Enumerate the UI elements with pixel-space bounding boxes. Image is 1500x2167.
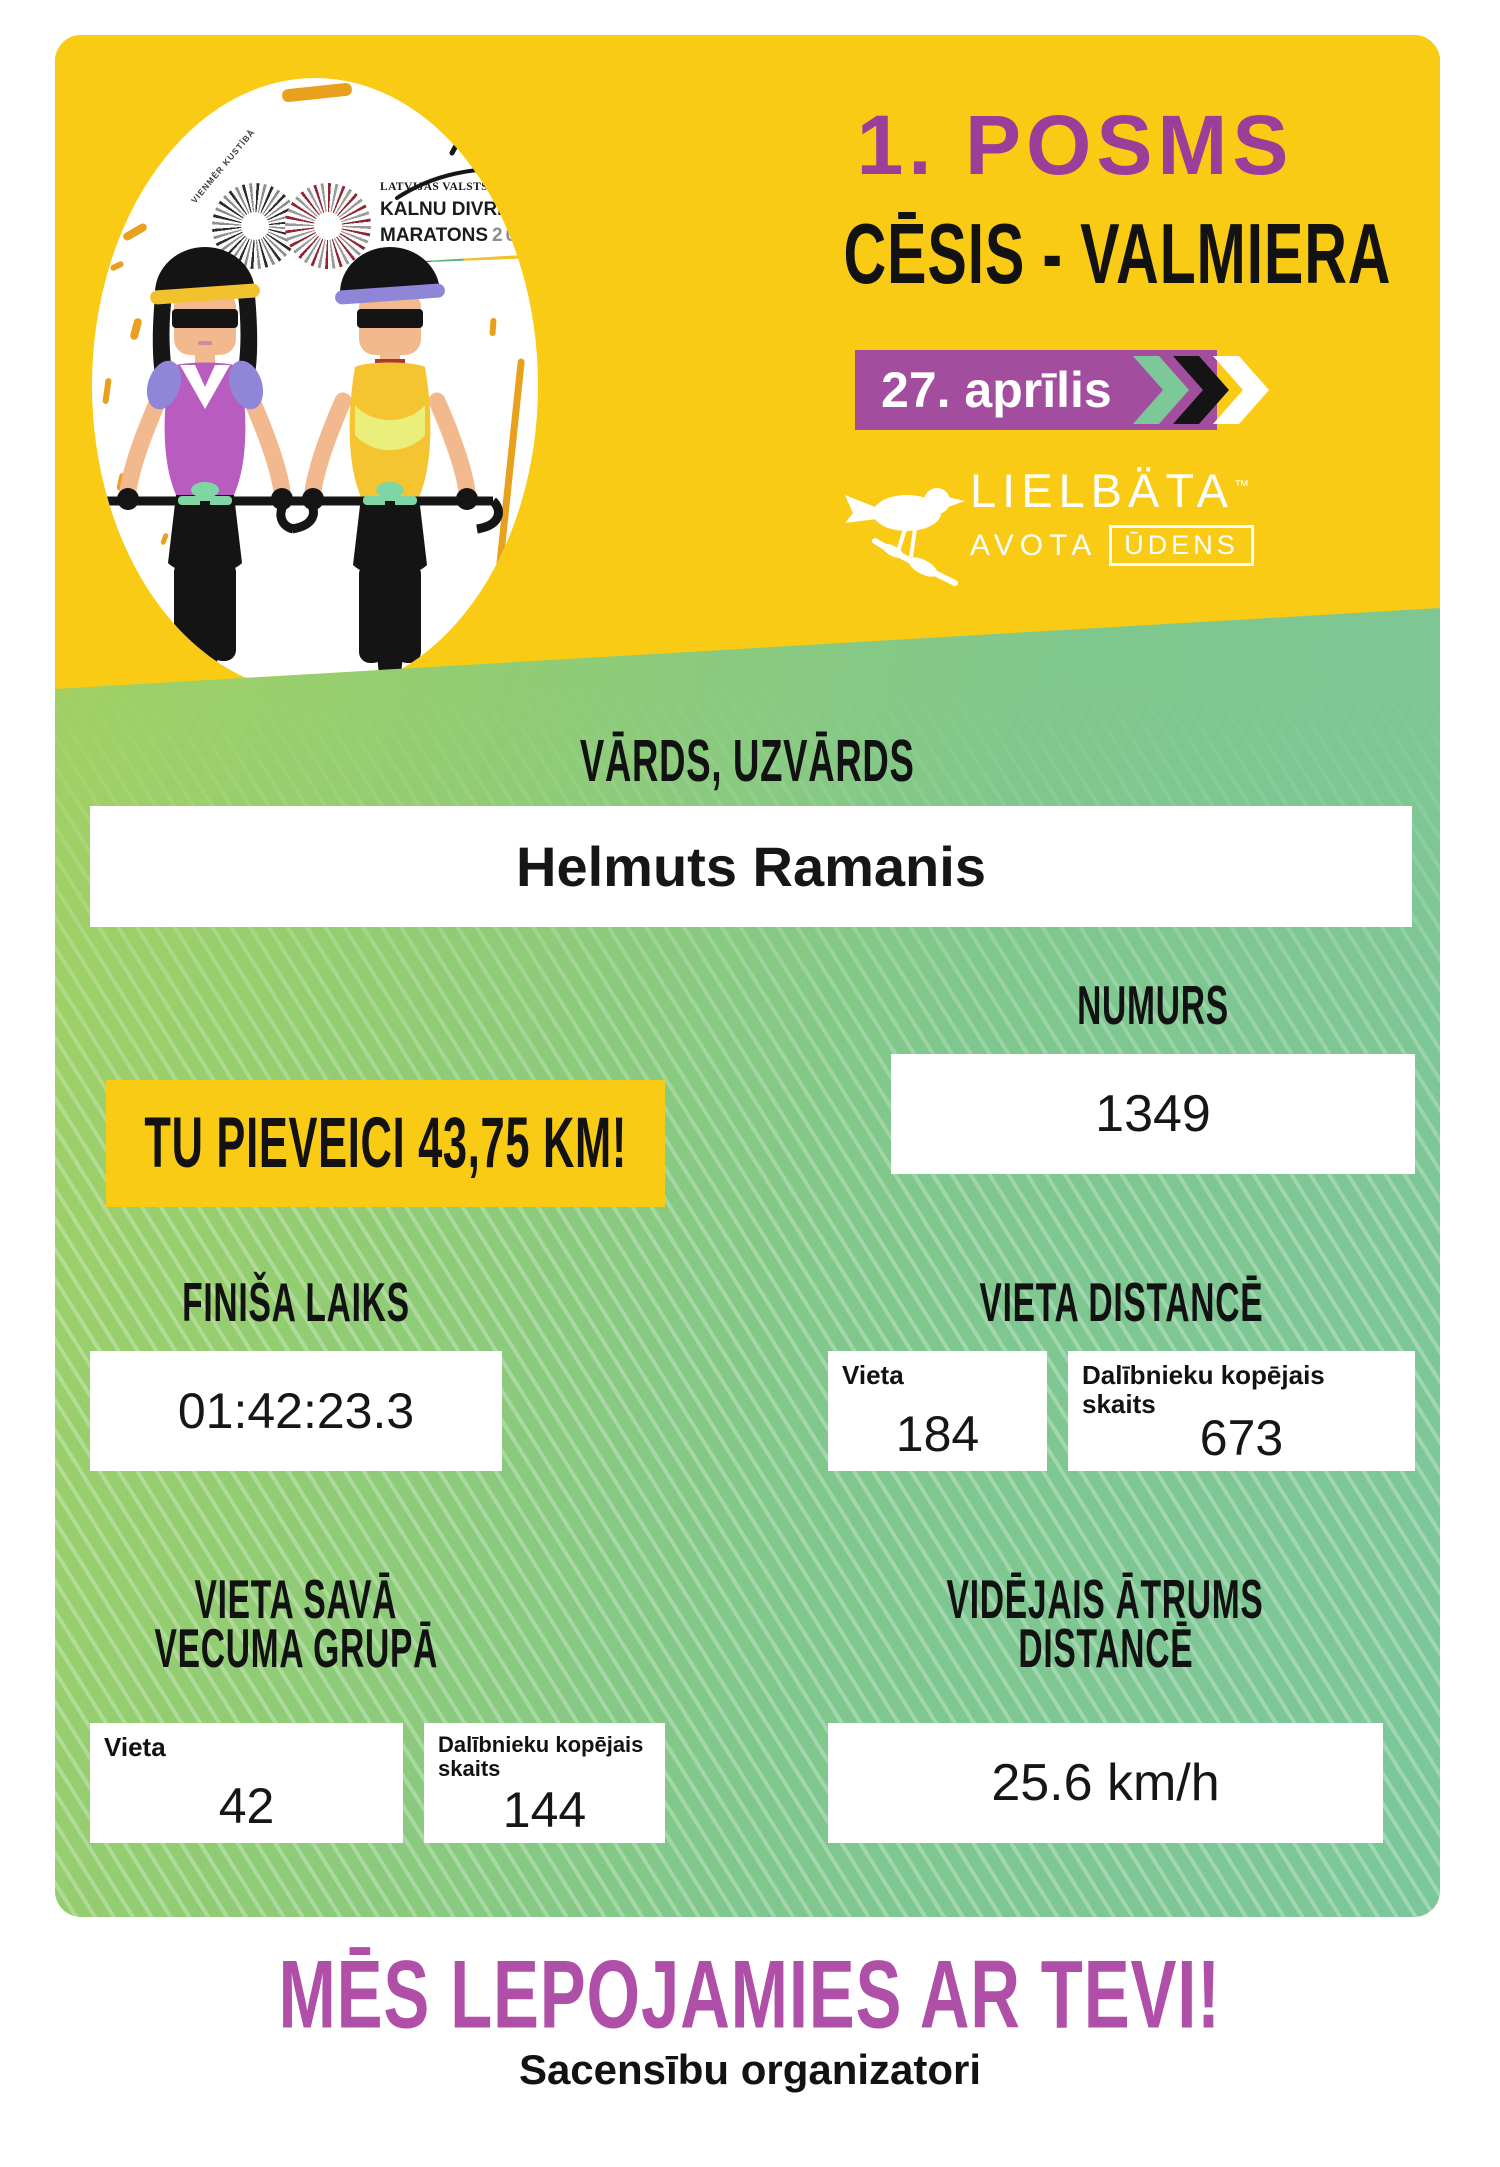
name-value: Helmuts Ramanis: [516, 835, 986, 898]
date-badge: 27. aprīlis: [855, 350, 1269, 430]
footer-headline: MĒS LEPOJAMIES AR TEVI!: [0, 1940, 1500, 2048]
name-heading-text: VĀRDS, UZVĀRDS: [580, 727, 915, 794]
finish-time-box: 01:42:23.3: [90, 1351, 502, 1471]
event-logo: VIENMĒR KUSTĪBĀ LATVIJAS VALSTS MEŽI KAL…: [92, 118, 538, 303]
place-value: 184: [895, 1406, 980, 1462]
number-heading: NUMURS: [891, 976, 1415, 1033]
total-value: 673: [1199, 1410, 1284, 1466]
yellow-header: VIENMĒR KUSTĪBĀ LATVIJAS VALSTS MEŽI KAL…: [55, 35, 1440, 689]
pine-swoosh-icon: [395, 118, 519, 200]
chevron-white-icon: [1213, 356, 1269, 424]
age-total-value: 144: [502, 1782, 587, 1838]
finish-time-heading: FINIŠA LAIKS: [90, 1273, 502, 1330]
avg-speed-heading-line2: DISTANCĒ: [1018, 1617, 1193, 1679]
sponsor-name: LIELBÄTA™: [970, 463, 1249, 518]
cyclist-male: [276, 247, 503, 689]
event-name-line1: KALNU DIVRITEŅU: [380, 199, 538, 220]
name-value-box: Helmuts Ramanis: [90, 806, 1412, 927]
sponsor-subline: AVOTA ŪDENS: [970, 525, 1254, 566]
place-label: Vieta: [842, 1360, 904, 1390]
sponsor-name-text: LIELBÄTA: [970, 464, 1234, 517]
date-arrows: [1133, 356, 1269, 424]
age-total-label: Dalībnieku kopējais skaits: [438, 1732, 644, 1782]
age-group-heading: VIETA SAVĀ VECUMA GRUPĀ: [90, 1570, 502, 1676]
white-circle: VIENMĒR KUSTĪBĀ LATVIJAS VALSTS MEŽI KAL…: [92, 78, 538, 689]
place-distance-heading: VIETA DISTANCĒ: [828, 1273, 1415, 1330]
place-box: Vieta 184: [828, 1351, 1047, 1471]
bird-icon: [845, 488, 965, 586]
chevron-black-icon: [1173, 356, 1229, 424]
route-text: CĒSIS - VALMIERA: [843, 205, 1392, 302]
avg-speed-box: 25.6 km/h: [828, 1723, 1383, 1843]
event-name-maratons: MARATONS: [380, 225, 489, 246]
age-place-value: 42: [218, 1778, 275, 1834]
footer-headline-text: MĒS LEPOJAMIES AR TEVI!: [278, 1939, 1222, 2048]
finish-time-heading-text: FINIŠA LAIKS: [182, 1271, 410, 1333]
sponsor-tm: ™: [1233, 477, 1249, 495]
pinwheel-icon-right: [285, 183, 371, 269]
org-name: LATVIJAS VALSTS MEŽI: [380, 181, 524, 193]
total-box: Dalībnieku kopējais skaits 673: [1068, 1351, 1415, 1471]
paint-splatter: [281, 82, 353, 103]
avg-speed-value: 25.6 km/h: [991, 1754, 1220, 1812]
distance-banner-text: TU PIEVEICI 43,75 KM!: [144, 1103, 627, 1184]
footer-subline: Sacensību organizatori: [518, 2046, 982, 2093]
chevron-green-icon: [1133, 356, 1189, 424]
name-heading: VĀRDS, UZVĀRDS: [55, 730, 1440, 793]
place-distance-heading-text: VIETA DISTANCĒ: [979, 1271, 1264, 1333]
date-text: 27. aprīlis: [881, 362, 1112, 418]
stage-title: 1. POSMS: [856, 98, 1294, 192]
number-value: 1349: [1095, 1085, 1211, 1143]
total-label: Dalībnieku kopējais skaits: [1082, 1360, 1325, 1419]
age-group-heading-line1: VIETA SAVĀ: [194, 1568, 398, 1630]
poster-panel: VIENMĒR KUSTĪBĀ LATVIJAS VALSTS MEŽI KAL…: [55, 35, 1440, 1917]
age-group-heading-line2: VECUMA GRUPĀ: [154, 1617, 438, 1679]
avg-speed-heading-line1: VIDĒJAIS ĀTRUMS: [947, 1568, 1264, 1630]
event-year-gray: 202: [492, 225, 533, 246]
sponsor-sub-avota: AVOTA: [970, 528, 1098, 562]
distance-banner: TU PIEVEICI 43,75 KM!: [106, 1080, 665, 1207]
cyclists-illustration: [92, 247, 503, 689]
color-swoosh: [392, 255, 522, 263]
avg-speed-heading: VIDĒJAIS ĀTRUMS DISTANCĒ: [828, 1570, 1383, 1676]
age-place-box: Vieta 42: [90, 1723, 403, 1843]
cyclist-female: [92, 247, 318, 689]
pinwheel-core: [241, 212, 269, 240]
finish-time-value: 01:42:23.3: [177, 1383, 415, 1439]
route-title: CĒSIS - VALMIERA: [775, 206, 1395, 301]
number-heading-text: NUMURS: [1077, 974, 1229, 1036]
age-place-label: Vieta: [104, 1732, 166, 1762]
sponsor-sub-udens: ŪDENS: [1109, 525, 1254, 566]
event-name-line2: MARATONS2025: [380, 225, 538, 247]
event-year-accent: 5: [533, 225, 538, 246]
age-total-box: Dalībnieku kopējais skaits 144: [424, 1723, 665, 1843]
pinwheel-core: [314, 212, 342, 240]
sponsor-logo: LIELBÄTA™ AVOTA ŪDENS: [845, 463, 1285, 603]
number-value-box: 1349: [891, 1054, 1415, 1174]
